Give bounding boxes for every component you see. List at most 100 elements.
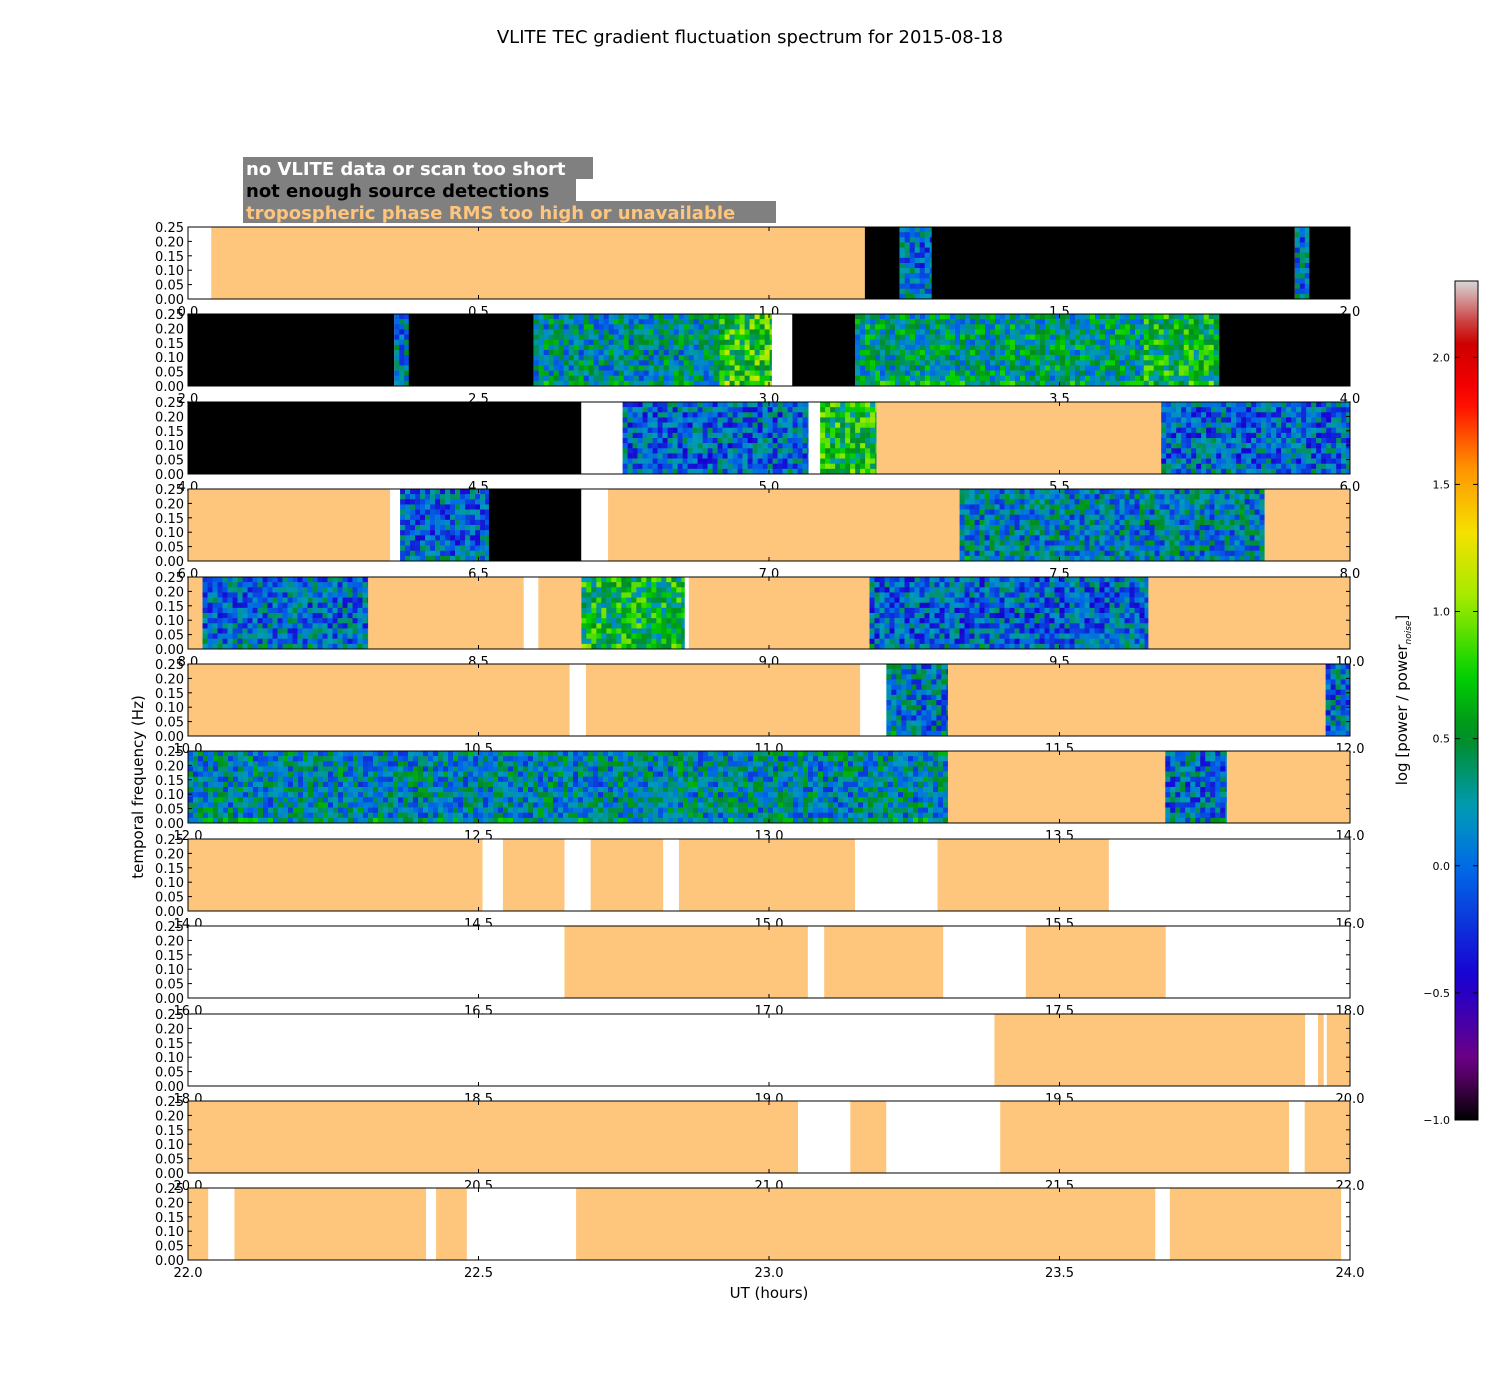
spectrum-cell [889, 375, 896, 382]
spectrum-cell [647, 402, 653, 408]
segment-orange [368, 577, 524, 649]
spectrum-cell [1094, 555, 1100, 562]
spectrum-cell [643, 350, 649, 356]
spectrum-cell [759, 370, 765, 377]
spectrum-cell [1183, 314, 1190, 320]
spectrum-cell [647, 427, 653, 434]
spectrum-cell [1059, 525, 1065, 531]
spectrum-cell [212, 597, 218, 604]
spectrum-cell [1276, 402, 1282, 408]
spectrum-cell [1129, 525, 1135, 531]
spectrum-cell [1304, 252, 1310, 259]
spectrum-cell [1224, 535, 1230, 541]
spectrum-cell [909, 247, 916, 254]
spectrum-cell [1254, 550, 1260, 557]
spectrum-cell [1176, 422, 1182, 429]
spectrum-cell [702, 468, 708, 475]
spectrum-cell [772, 463, 778, 470]
spectrum-cell [1256, 427, 1262, 434]
spectrum-cell [845, 412, 851, 418]
spectrum-cell [1129, 344, 1136, 351]
spectrum-cell [1336, 458, 1342, 465]
spectrum-cell [628, 314, 634, 320]
spectrum-cell [608, 375, 614, 382]
spectrum-cell [1208, 334, 1215, 341]
spectrum-cell [1034, 530, 1040, 536]
spectrum-cell [1204, 530, 1210, 536]
spectrum-cell [1246, 402, 1252, 408]
spectrum-cell [807, 412, 809, 418]
spectrum-cell [869, 314, 876, 320]
spectrum-cell [332, 643, 338, 650]
spectrum-cell [227, 587, 233, 593]
spectrum-cell [415, 504, 421, 510]
spectrum-cell [1124, 550, 1130, 557]
spectrum-cell [1049, 355, 1056, 361]
spectrum-cell [267, 587, 273, 593]
spectrum-cell [924, 380, 931, 387]
spectrum-cell [252, 597, 258, 604]
spectrum-cell [1316, 443, 1322, 449]
spectrum-cell [678, 319, 684, 325]
spectrum-cell [1316, 432, 1322, 439]
spectrum-cell [553, 365, 559, 371]
spectrum-cell [307, 582, 313, 588]
spectrum-cell [1019, 375, 1026, 382]
spectrum-cell [874, 339, 881, 346]
spectrum-cell [1159, 535, 1165, 541]
spectrum-cell [969, 555, 975, 562]
spectrum-cell [1114, 319, 1121, 325]
spectrum-cell [1144, 555, 1150, 562]
spectrum-cell [964, 339, 971, 346]
spectrum-cell [232, 628, 238, 634]
spectrum-cell [1296, 443, 1302, 449]
spectrum-cell [1124, 509, 1130, 516]
spectrum-cell [1079, 504, 1085, 510]
spectrum-cell [1291, 402, 1297, 408]
spectrum-cell [1178, 339, 1185, 346]
spectrum-cell [1341, 448, 1347, 454]
spectrum-cell [1219, 519, 1225, 526]
spectrum-cell [840, 453, 846, 459]
spectrum-cell [262, 643, 268, 650]
spectrum-cell [682, 412, 688, 418]
spectrum-cell [1064, 339, 1071, 346]
spectrum-cell [1039, 334, 1046, 341]
spectrum-cell [1191, 427, 1197, 434]
spectrum-cell [1099, 370, 1106, 377]
spectrum-cell [247, 602, 253, 609]
spectrum-cell [1114, 519, 1120, 526]
spectrum-cell [623, 365, 629, 371]
spectrum-cell [1163, 355, 1170, 361]
spectrum-cell [712, 427, 718, 434]
spectrum-cell [1184, 514, 1190, 521]
spectrum-cell [1183, 370, 1190, 377]
spectrum-cell [1254, 504, 1260, 510]
spectrum-cell [1069, 504, 1075, 510]
spectrum-cell [1326, 432, 1332, 439]
spectrum-cell [212, 623, 218, 629]
spectrum-cell [307, 602, 313, 609]
spectrum-cell [327, 618, 333, 624]
spectrum-cell [1199, 550, 1205, 557]
spectrum-cell [939, 319, 946, 325]
spectrum-cell [1181, 463, 1187, 470]
spectrum-cell [642, 468, 648, 475]
spectrum-cell [792, 432, 798, 439]
spectrum-cell [1129, 319, 1136, 325]
spectrum-cell [1089, 514, 1095, 521]
spectrum-cell [1099, 344, 1106, 351]
spectrum-cell [583, 360, 589, 366]
spectrum-cell [1153, 324, 1160, 330]
spectrum-cell [1024, 555, 1030, 562]
spectrum-cell [969, 535, 975, 541]
spectrum-cell [854, 380, 861, 387]
spectrum-cell [1311, 432, 1317, 439]
spectrum-cell [919, 273, 926, 279]
spectrum-cell [1024, 525, 1030, 531]
spectrum-cell [581, 628, 587, 634]
spectrum-cell [682, 458, 688, 465]
spectrum-cell [875, 443, 877, 449]
spectrum-cell [1049, 334, 1056, 341]
spectrum-cell [1254, 535, 1260, 541]
